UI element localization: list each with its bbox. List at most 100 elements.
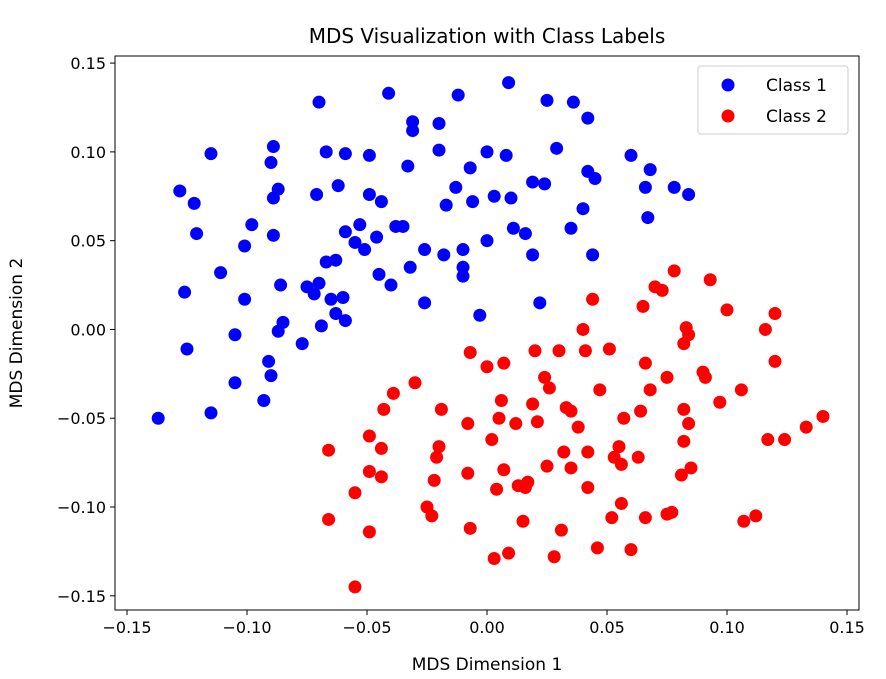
x-tick-label: −0.10: [222, 618, 271, 637]
data-point: [322, 443, 336, 457]
data-point: [643, 383, 657, 397]
data-point: [547, 550, 561, 564]
data-point: [674, 468, 688, 482]
data-point: [418, 296, 432, 310]
data-point: [682, 417, 696, 431]
data-point: [238, 292, 252, 306]
data-point: [538, 370, 552, 384]
x-tick-label: 0.15: [829, 618, 865, 637]
data-point: [432, 143, 446, 157]
data-point: [586, 292, 600, 306]
data-point: [437, 248, 451, 262]
data-point: [713, 395, 727, 409]
data-point: [418, 243, 432, 257]
data-point: [274, 278, 288, 292]
data-point: [521, 475, 535, 489]
y-tick-label: 0.10: [70, 143, 106, 162]
data-point: [550, 141, 564, 155]
data-point: [564, 461, 578, 475]
data-point: [190, 227, 204, 241]
data-point: [588, 172, 602, 186]
data-point: [271, 182, 285, 196]
data-point: [338, 314, 352, 328]
x-tick-label: 0.05: [589, 618, 625, 637]
data-point: [461, 466, 475, 480]
data-point: [509, 417, 523, 431]
data-point: [497, 463, 511, 477]
data-point: [564, 404, 578, 418]
data-point: [593, 383, 607, 397]
data-point: [720, 303, 734, 317]
data-point: [312, 276, 326, 290]
data-point: [576, 322, 590, 336]
data-point: [528, 344, 542, 358]
data-point: [348, 486, 362, 500]
data-point: [338, 225, 352, 239]
x-tick-label: 0.10: [709, 618, 745, 637]
legend-label-class-2: Class 2: [766, 107, 827, 127]
data-point: [451, 88, 465, 102]
data-point: [408, 376, 422, 390]
data-point: [204, 147, 218, 161]
data-point: [566, 95, 580, 109]
data-point: [180, 342, 194, 356]
y-axis: −0.15 −0.10 −0.05 0.00 0.05 0.10 0.15: [57, 54, 115, 606]
data-point: [590, 541, 604, 555]
data-point: [655, 283, 669, 297]
data-point: [173, 184, 187, 198]
data-point: [374, 470, 388, 484]
x-axis: −0.15 −0.10 −0.05 0.00 0.05 0.10 0.15: [102, 610, 865, 637]
data-point: [540, 93, 554, 107]
data-point: [473, 308, 487, 322]
data-point: [362, 525, 376, 539]
data-point: [516, 514, 530, 528]
data-point: [778, 433, 792, 447]
data-point: [374, 195, 388, 209]
data-point: [480, 145, 494, 159]
data-point: [667, 180, 681, 194]
data-point: [425, 509, 439, 523]
y-tick-label: 0.00: [70, 320, 106, 339]
data-point: [463, 346, 477, 360]
data-point: [564, 221, 578, 235]
data-point: [432, 116, 446, 130]
data-point: [485, 433, 499, 447]
data-point: [487, 189, 501, 203]
data-point: [463, 521, 477, 535]
data-point: [665, 505, 679, 519]
data-point: [434, 402, 448, 416]
data-point: [605, 511, 619, 525]
x-axis-title: MDS Dimension 1: [412, 655, 563, 675]
data-point: [526, 397, 540, 411]
data-point: [386, 386, 400, 400]
data-point: [214, 266, 228, 280]
data-point: [490, 482, 504, 496]
data-point: [502, 76, 516, 90]
data-point: [703, 273, 717, 287]
data-point: [439, 198, 453, 212]
data-point: [266, 228, 280, 242]
data-point: [542, 381, 556, 395]
data-point: [336, 290, 350, 304]
data-point: [634, 404, 648, 418]
data-point: [362, 465, 376, 478]
data-point: [540, 459, 554, 473]
data-point: [322, 512, 336, 526]
data-point: [631, 450, 645, 464]
data-point: [319, 255, 333, 269]
chart-title: MDS Visualization with Class Labels: [309, 24, 666, 48]
data-point: [602, 342, 616, 356]
data-point: [266, 140, 280, 154]
data-point: [314, 319, 328, 333]
data-point: [384, 278, 398, 292]
data-point: [638, 356, 652, 370]
data-point: [362, 148, 376, 162]
data-point: [432, 440, 446, 454]
data-point: [682, 328, 696, 342]
data-point: [312, 95, 326, 109]
data-point: [427, 473, 441, 487]
x-tick-label: 0.00: [469, 618, 505, 637]
data-point: [698, 370, 712, 384]
legend: Class 1 Class 2: [697, 65, 849, 135]
data-point: [492, 411, 506, 425]
